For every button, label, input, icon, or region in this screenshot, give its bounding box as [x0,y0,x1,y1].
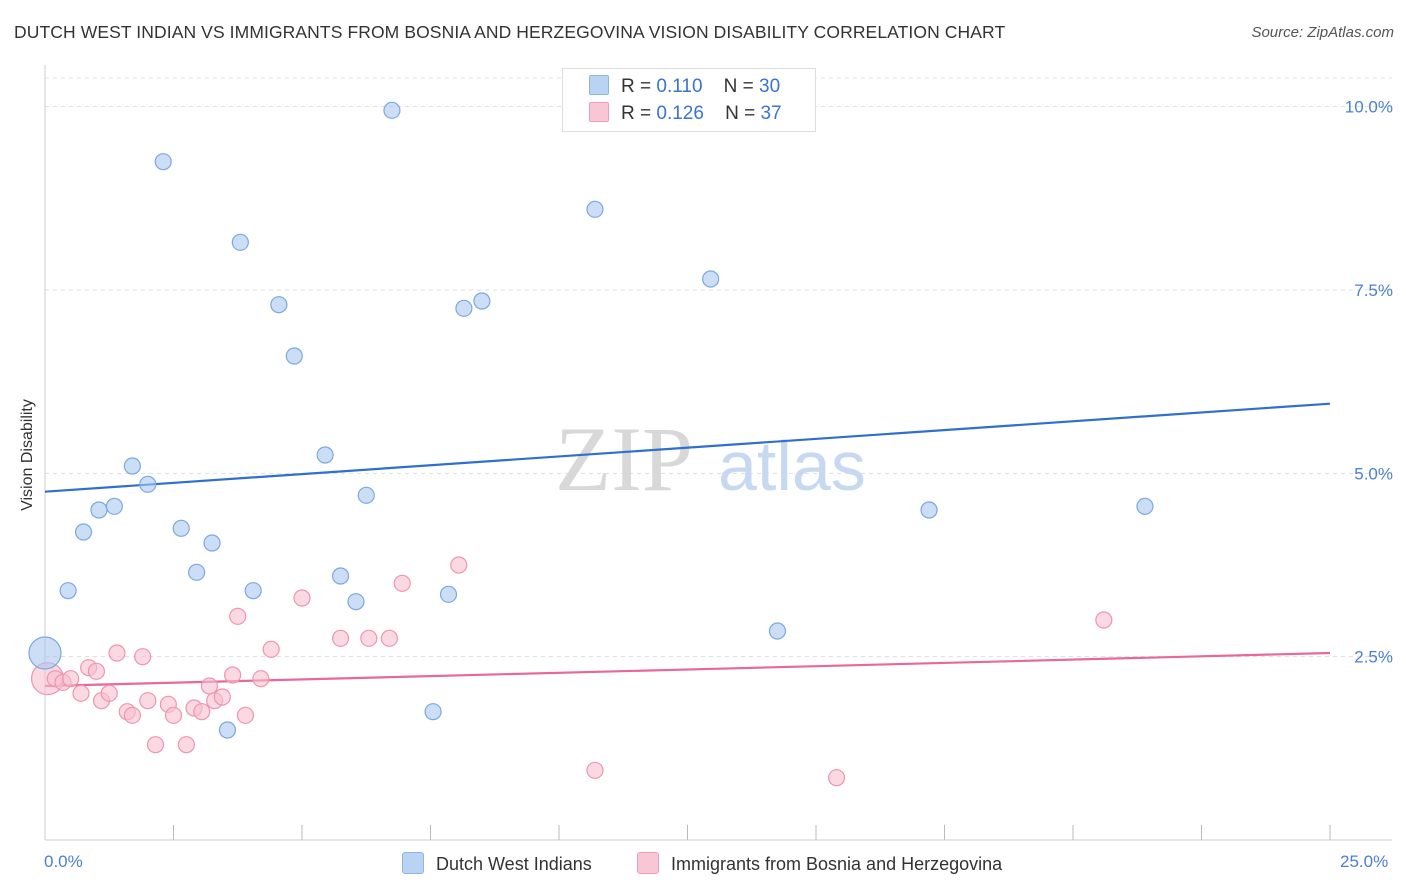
point-bosnia[interactable] [393,574,411,592]
point-dutch[interactable] [702,270,720,288]
y-tick-label: 10.0% [1345,98,1393,117]
point-bosnia[interactable] [224,666,242,684]
point-dutch[interactable] [270,296,288,314]
stats-row-dutch: R = 0.110 N = 30 [589,75,780,98]
point-dutch[interactable] [123,457,141,475]
point-bosnia[interactable] [134,648,152,666]
n-label: N = [723,76,754,97]
series-legend: Dutch West Indians Immigrants from Bosni… [0,852,1406,878]
r-label: R = [621,76,652,97]
point-dutch[interactable] [331,567,350,585]
point-dutch[interactable] [28,636,62,670]
point-bosnia[interactable] [87,662,106,680]
point-bosnia[interactable] [62,670,80,688]
legend-item-bosnia[interactable]: Immigrants from Bosnia and Herzegovina [637,852,1002,875]
point-dutch[interactable] [203,534,221,552]
point-dutch[interactable] [285,347,303,365]
point-dutch[interactable] [473,292,491,310]
point-dutch[interactable] [105,497,123,515]
stats-row-bosnia: R = 0.126 N = 37 [589,102,782,125]
point-bosnia[interactable] [827,769,846,787]
axes [44,65,1392,841]
point-dutch[interactable] [768,622,787,640]
legend-item-dutch[interactable]: Dutch West Indians [402,852,592,875]
point-bosnia[interactable] [123,706,141,724]
point-dutch[interactable] [316,446,334,464]
stats-legend: R = 0.110 N = 30 R = 0.126 N = 37 [562,68,816,132]
point-dutch[interactable] [455,299,473,317]
r-label: R = [621,103,652,124]
point-dutch[interactable] [244,582,262,600]
pink-swatch-icon [637,852,659,874]
point-dutch[interactable] [347,593,365,611]
r-value: 0.110 [656,76,703,97]
point-dutch[interactable] [920,501,938,519]
point-bosnia[interactable] [146,736,165,754]
legend-label: Immigrants from Bosnia and Herzegovina [671,854,1003,874]
point-dutch[interactable] [172,519,190,537]
point-dutch[interactable] [383,101,401,119]
point-bosnia[interactable] [200,677,219,695]
point-dutch[interactable] [59,582,77,600]
data-points [28,101,1154,787]
point-bosnia[interactable] [450,556,468,574]
point-bosnia[interactable] [262,640,280,658]
gridlines [45,77,1392,658]
point-bosnia[interactable] [1095,611,1113,629]
point-dutch[interactable] [90,501,108,519]
point-bosnia[interactable] [193,703,211,721]
point-dutch[interactable] [154,153,172,171]
point-dutch[interactable] [74,523,93,541]
n-value: 37 [760,103,782,124]
x-tick-label-max: 25.0% [1340,852,1389,871]
point-bosnia[interactable] [164,706,183,724]
point-bosnia[interactable] [236,706,255,724]
point-bosnia[interactable] [380,629,398,647]
point-dutch[interactable] [139,475,157,493]
blue-swatch-icon [402,852,424,874]
point-bosnia[interactable] [139,692,157,710]
source-label: Source: ZipAtlas.com [1251,24,1394,41]
point-bosnia[interactable] [360,629,378,647]
chart-title: DUTCH WEST INDIAN VS IMMIGRANTS FROM BOS… [14,22,1006,42]
point-bosnia[interactable] [293,589,311,607]
point-dutch[interactable] [586,200,604,218]
blue-swatch-icon [589,75,609,95]
r-value: 0.126 [656,103,704,124]
y-tick-label: 2.5% [1354,648,1393,667]
y-tick-label: 7.5% [1354,281,1393,300]
point-dutch[interactable] [188,563,206,581]
point-dutch[interactable] [424,703,442,721]
point-bosnia[interactable] [213,688,231,706]
point-bosnia[interactable] [177,736,195,754]
point-dutch[interactable] [218,721,237,739]
x-tick-label-min: 0.0% [44,852,83,871]
n-label: N = [725,103,756,124]
point-bosnia[interactable] [108,644,126,662]
legend-label: Dutch West Indians [436,854,592,874]
point-dutch[interactable] [1136,497,1154,515]
n-value: 30 [759,76,781,97]
watermark-zip: ZIP [555,408,693,510]
point-bosnia[interactable] [331,629,350,647]
point-bosnia[interactable] [229,607,247,625]
pink-swatch-icon [589,102,609,122]
y-tick-label: 5.0% [1354,464,1393,483]
point-dutch[interactable] [439,585,458,603]
point-bosnia[interactable] [72,684,90,702]
point-bosnia[interactable] [252,670,270,688]
trend-line-dutch [44,402,1331,493]
watermark-atlas: atlas [718,427,866,505]
y-tick-labels: 2.5% 5.0% 7.5% 10.0% [1345,98,1393,667]
point-dutch[interactable] [231,233,249,251]
point-dutch[interactable] [357,486,375,504]
point-bosnia[interactable] [100,684,118,702]
point-bosnia[interactable] [586,761,604,779]
